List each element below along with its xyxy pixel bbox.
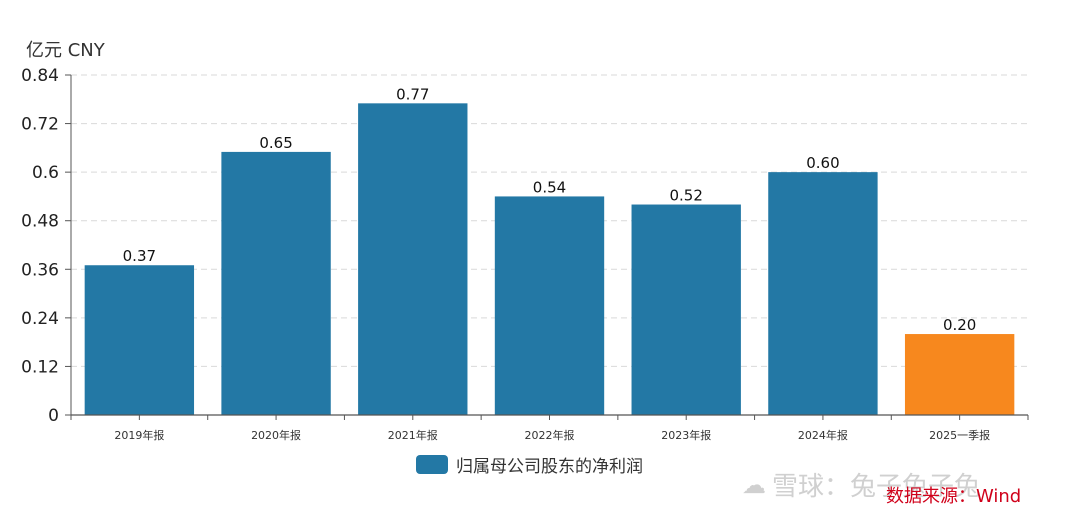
y-tick-label: 0.72 [21,115,59,135]
y-tick-label: 0.84 [21,66,59,86]
data-label: 0.54 [533,178,566,196]
bar [494,196,605,415]
y-tick-label: 0.24 [21,309,59,329]
data-label: 0.60 [806,154,839,172]
bar [768,172,878,415]
wechat-icon: ☁ [742,470,766,499]
watermark: ☁ 雪球：兔子兔子兔 [742,466,980,503]
data-label: 0.52 [670,187,703,205]
x-tick-label: 2020年报 [251,428,301,442]
x-tick-label: 2025一季报 [929,428,990,442]
data-label: 0.37 [123,247,156,265]
x-tick-label: 2022年报 [525,428,575,442]
legend-label: 归属母公司股东的净利润 [456,457,643,477]
x-tick-label: 2019年报 [114,428,164,442]
watermark-text: 雪球：兔子兔子兔 [772,472,981,502]
legend-swatch [416,455,448,474]
data-label: 0.77 [396,85,429,103]
y-tick-label: 0.12 [21,357,59,377]
bar [904,334,1015,415]
y-tick-label: 0.48 [21,212,59,232]
x-tick-label: 2021年报 [388,428,438,442]
y-tick-label: 0.6 [32,163,59,183]
y-tick-label: 0 [48,406,59,426]
bar [631,204,741,415]
bar [84,265,195,415]
x-tick-label: 2024年报 [798,428,848,442]
bar [358,103,468,415]
data-label: 0.65 [259,134,292,152]
y-tick-label: 0.36 [21,260,59,280]
data-labels: 0.37 0.65 0.77 0.54 0.52 0.60 0.20 [123,85,977,334]
data-source-note: 数据来源：Wind [886,486,1022,507]
bar [221,151,331,415]
legend: 归属母公司股东的净利润 [416,452,643,477]
x-tick-label: 2023年报 [661,428,711,442]
bars [84,103,1015,415]
axes: 0 0.12 0.24 0.36 0.48 0.6 0.72 0.84 2019年报 2020年报… [21,66,1029,442]
y-axis-unit-label: 亿元 CNY [26,40,105,61]
data-label: 0.20 [943,316,976,334]
